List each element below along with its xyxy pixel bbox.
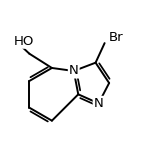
Text: Br: Br xyxy=(109,31,124,44)
Text: N: N xyxy=(94,97,104,110)
Text: N: N xyxy=(69,64,79,77)
Text: HO: HO xyxy=(14,35,35,48)
